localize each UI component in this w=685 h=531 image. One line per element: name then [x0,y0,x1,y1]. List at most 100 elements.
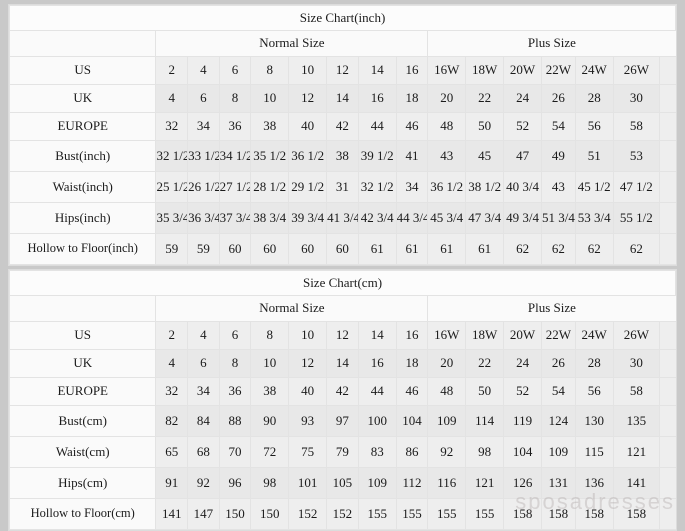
table-cell: 26W [612,56,661,85]
table-cell: 38 [250,112,290,141]
size-chart-cm-block: Size Chart(cm) Normal Size Plus Size US 2 4 6 8… [8,269,677,531]
table-cell: 109 [357,467,397,499]
table-cell: 35 1/2 [250,140,290,172]
table-cell: 20W [503,321,543,350]
row-label: EUROPE [8,112,157,141]
table-row: Hollow to Floor(inch) 59 59 60 60 60 60 61 61 61 6… [8,233,676,265]
table-cell: 6 [218,321,252,350]
table-cell: 158 [574,498,614,530]
row-tail-spacer [659,349,676,378]
table-cell: 86 [395,436,429,468]
group-header-normal-size: Normal Size [155,295,429,322]
table-cell: 50 [465,377,505,406]
table-cell: 49 [541,140,576,172]
table-cell: 130 [574,405,614,437]
table-cell: 27 1/2 [218,171,252,203]
table-cell: 119 [503,405,543,437]
table-cell: 43 [427,140,467,172]
row-tail-spacer [659,56,676,85]
table-cell: 8 [250,56,290,85]
table-cell: 45 1/2 [574,171,614,203]
table-cell: 131 [541,467,576,499]
table-row: US 2 4 6 8 10 12 14 16 16W 18W 20W 22W 24W 26W [8,56,676,85]
table-cell: 141 [612,467,661,499]
table-cell: 38 3/4 [250,202,290,234]
table-cell: 147 [187,498,220,530]
table-cell: 8 [218,84,252,113]
table-cell: 60 [326,233,359,265]
row-tail-spacer [659,467,676,499]
table-cell: 55 1/2 [612,202,661,234]
table-cell: 52 [503,112,543,141]
table-cell: 126 [503,467,543,499]
table-cell: 28 [574,84,614,113]
row-label: Hollow to Floor(inch) [8,233,157,265]
table-cell: 47 3/4 [465,202,505,234]
table-row: Hips(inch) 35 3/4 36 3/4 37 3/4 38 3/4 39 3/4… [8,202,676,234]
table-cell: 60 [250,233,290,265]
table-cell: 158 [612,498,661,530]
table-cell: 36 3/4 [187,202,220,234]
table-cell: 150 [218,498,252,530]
table-cell: 20W [503,56,543,85]
table-cell: 42 [326,112,359,141]
group-header-row: Normal Size Plus Size [8,30,676,57]
table-cell: 36 [218,377,252,406]
row-label: Hollow to Floor(cm) [8,498,157,530]
table-cell: 61 [395,233,429,265]
group-header-normal-size: Normal Size [155,30,429,57]
table-cell: 18W [465,56,505,85]
table-cell: 60 [288,233,328,265]
table-cell: 16W [427,56,467,85]
table-cell: 18 [395,84,429,113]
table-cell: 16 [357,84,397,113]
table-row: UK 4 6 8 10 12 14 16 18 20 22 24 26 28 30 [8,349,676,378]
table-cell: 42 3/4 [357,202,397,234]
table-cell: 58 [612,377,661,406]
table-cell: 61 [427,233,467,265]
table-cell: 6 [187,349,220,378]
group-header-blank [8,30,157,57]
table-cell: 16 [395,321,429,350]
table-cell: 49 3/4 [503,202,543,234]
table-row: US 2 4 6 8 10 12 14 16 16W 18W 20W 22W 24W 26W [8,321,676,350]
table-cell: 36 1/2 [427,171,467,203]
row-label: Hips(cm) [8,467,157,499]
row-tail-spacer [659,321,676,350]
table-cell: 24W [574,321,614,350]
table-cell: 44 [357,112,397,141]
table-cell: 48 [427,112,467,141]
table-cell: 101 [288,467,328,499]
table-cell: 34 [395,171,429,203]
table-cell: 2 [155,56,189,85]
size-chart-inch-block: Size Chart(inch) Normal Size Plus Size US 2 4… [8,4,677,266]
table-cell: 38 [326,140,359,172]
table-cell: 34 [187,112,220,141]
table-row: Hips(cm) 91 92 96 98 101 105 109 112 116 121 126 131… [8,467,676,499]
table-cell: 116 [427,467,467,499]
table-cell: 92 [427,436,467,468]
table-cell: 22W [541,321,576,350]
table-cell: 91 [155,467,189,499]
table-cell: 25 1/2 [155,171,189,203]
row-tail-spacer [659,436,676,468]
table-cell: 20 [427,349,467,378]
table-cell: 40 [288,112,328,141]
table-cell: 40 3/4 [503,171,543,203]
table-cell: 121 [612,436,661,468]
table-cell: 79 [326,436,359,468]
table-cell: 104 [503,436,543,468]
table-cell: 34 [187,377,220,406]
table-cell: 26 [541,84,576,113]
table-cell: 10 [288,56,328,85]
table-cell: 26 1/2 [187,171,220,203]
table-cell: 44 3/4 [395,202,429,234]
table-cell: 22 [465,349,505,378]
row-tail-spacer [659,140,676,172]
table-row: Waist(cm) 65 68 70 72 75 79 83 86 92 98 104 109 115 12… [8,436,676,468]
table-cell: 24 [503,349,543,378]
table-cell: 97 [326,405,359,437]
table-cell: 152 [326,498,359,530]
table-cell: 24W [574,56,614,85]
table-row: Bust(inch) 32 1/2 33 1/2 34 1/2 35 1/2 36 1/2… [8,140,676,172]
